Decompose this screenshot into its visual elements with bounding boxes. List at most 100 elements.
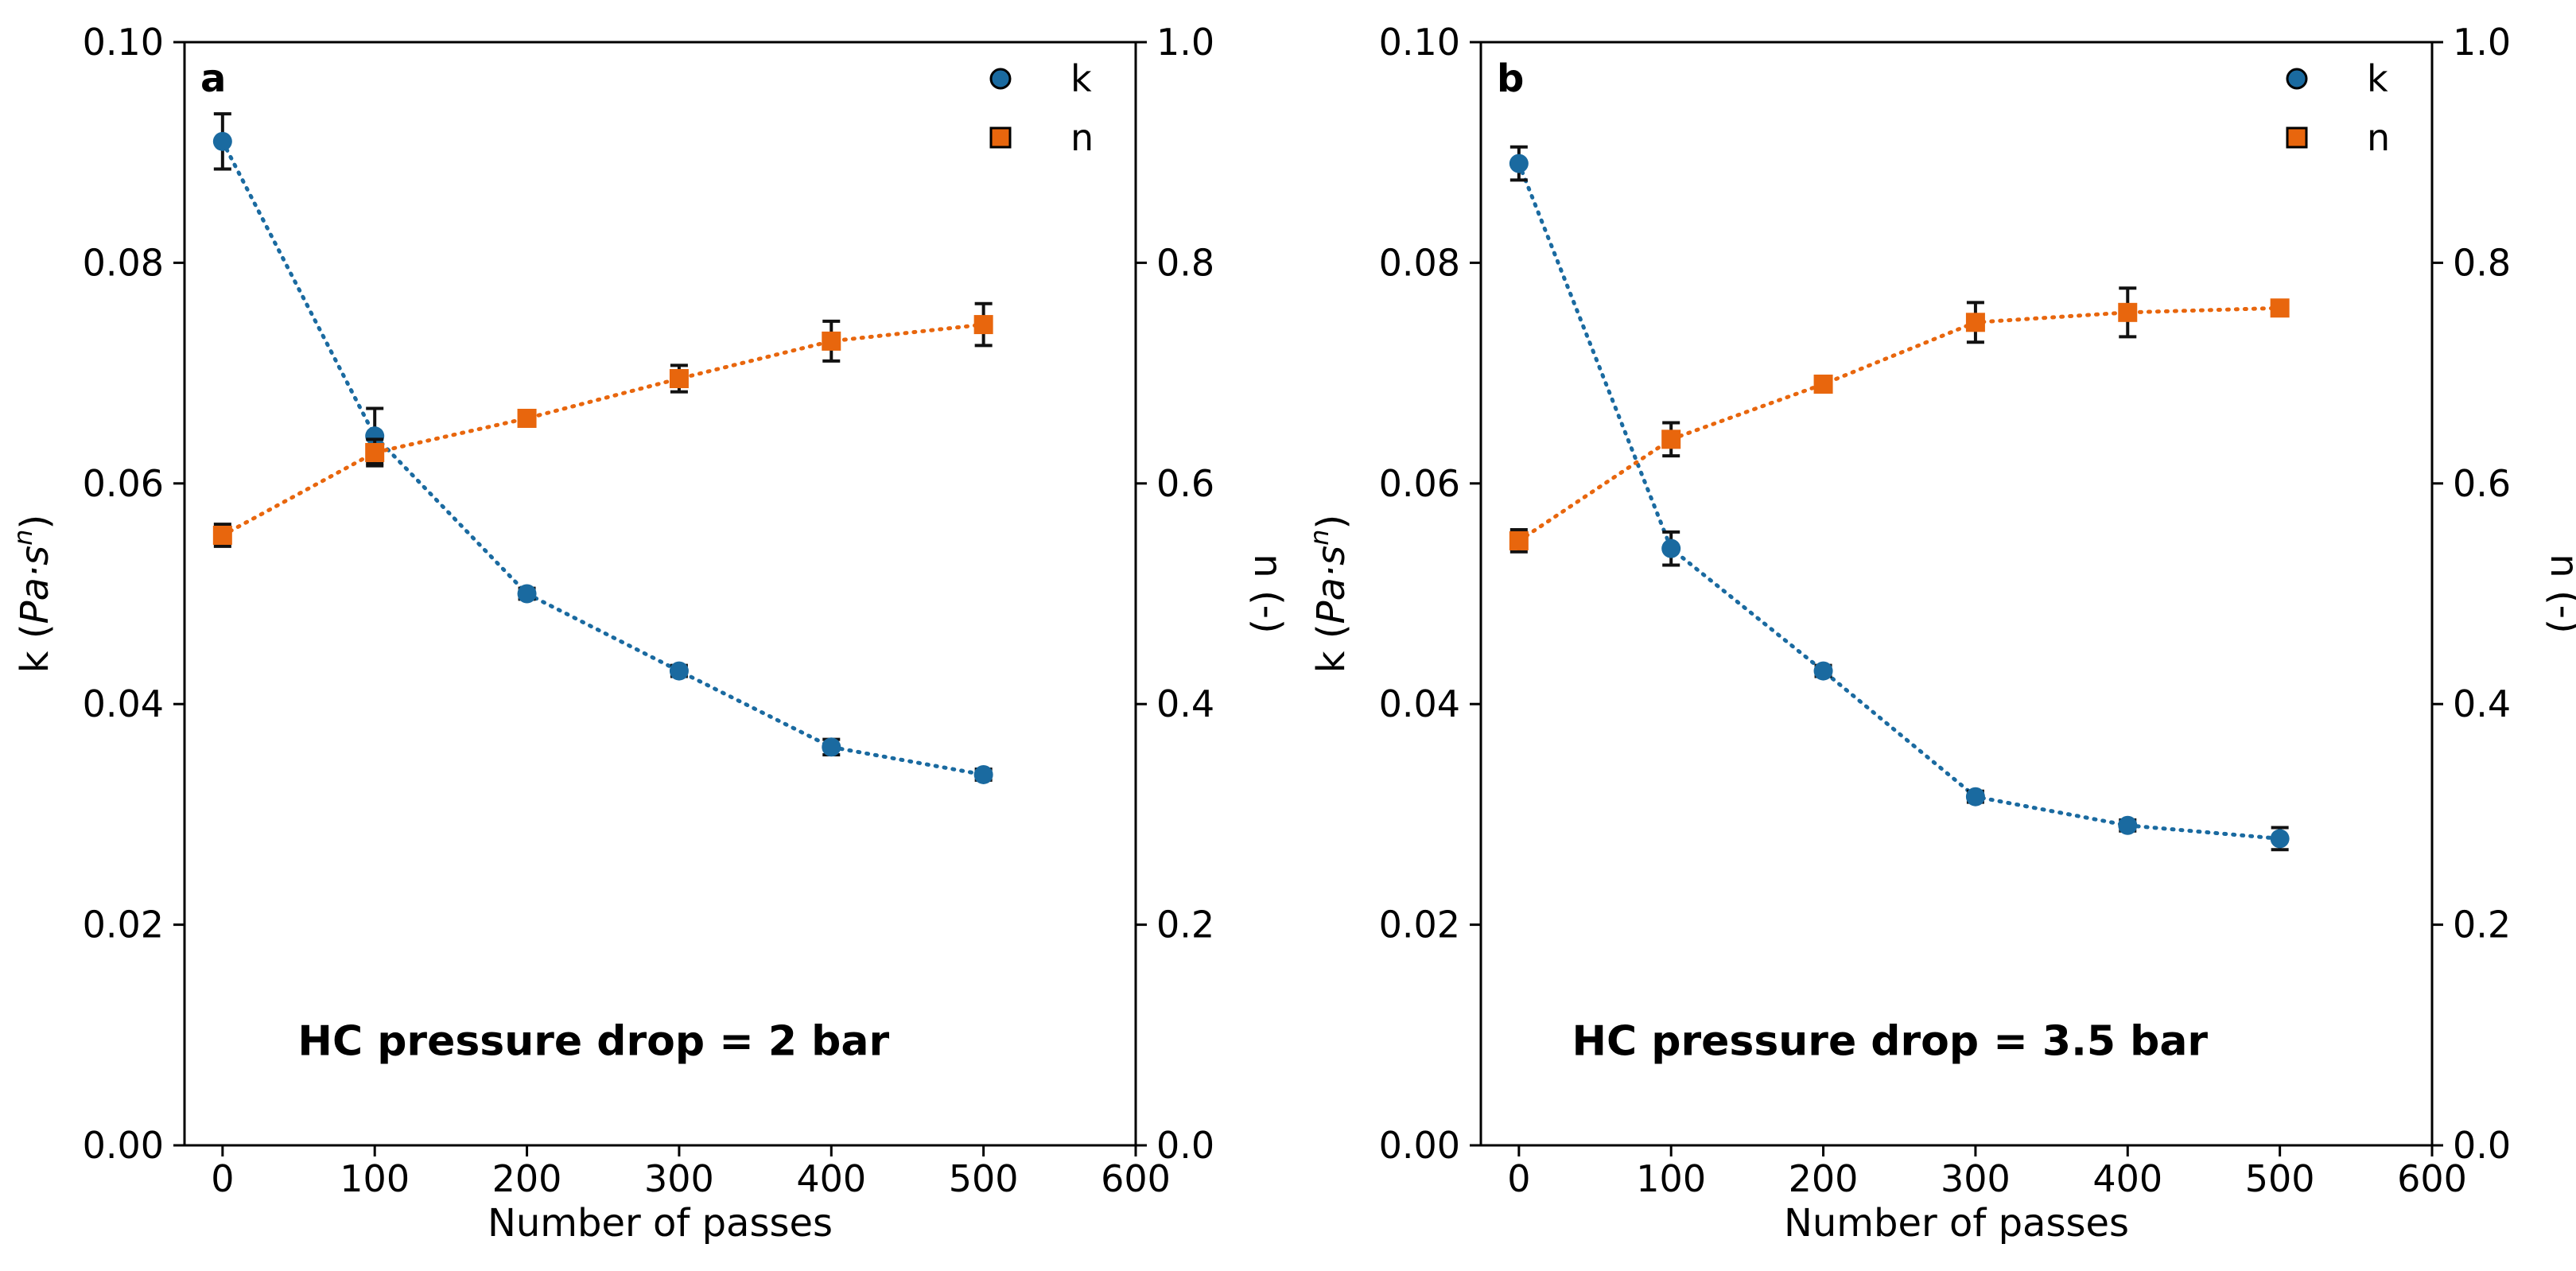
y-right-axis-title: n (-) [1245, 554, 1290, 633]
data-point-k [1509, 154, 1529, 173]
data-point-n [822, 331, 841, 351]
y-left-tick-label: 0.00 [1379, 1124, 1460, 1167]
x-tick-label: 200 [492, 1157, 562, 1200]
legend: kn [2286, 57, 2390, 159]
y-right-tick-label: 1.0 [1156, 21, 1214, 64]
legend-label-n: n [2367, 116, 2390, 159]
y-left-tick-label: 0.10 [83, 21, 164, 64]
data-point-k [1661, 538, 1681, 558]
y-right-tick-label: 0.6 [1156, 462, 1214, 505]
chart-panel-b: 0 100 200 300 400 500 600 0.00 0.02 0.04 0.06 0.08 0… [1304, 21, 2576, 1246]
series-line-n [1517, 305, 2283, 543]
legend: kn [989, 57, 1094, 159]
legend-label-k: k [2367, 57, 2388, 100]
x-tick-label: 100 [1636, 1157, 1706, 1200]
data-point-k [822, 737, 841, 757]
y-left-axis-title-prefix: k ( [13, 624, 57, 673]
y-left-tick-label: 0.06 [1379, 462, 1460, 505]
legend-label-k: k [1070, 57, 1092, 100]
y-left-tick-label: 0.10 [1379, 21, 1460, 64]
y-left-axis-title: k (Pa·sn) [8, 515, 57, 673]
plot-frame [1479, 41, 2434, 1147]
data-point-n [2118, 302, 2138, 322]
panel-label: a [200, 56, 226, 101]
y-right-tick-label: 0.8 [1156, 241, 1214, 284]
x-tick-label: 200 [1789, 1157, 1859, 1200]
data-point-k [669, 661, 689, 681]
y-right-tick-label: 0.6 [2453, 462, 2511, 505]
data-point-n [2270, 298, 2290, 318]
series-k [212, 112, 993, 784]
data-point-k [212, 131, 232, 151]
panel-label: b [1497, 56, 1524, 101]
pressure-annotation: HC pressure drop = 3.5 bar [1572, 1017, 2208, 1065]
data-point-k [1965, 787, 1985, 807]
x-tick-label: 0 [211, 1157, 234, 1200]
data-point-n [1965, 313, 1985, 332]
y-right-axis-title: n (-) [2542, 554, 2576, 633]
y-right-tick-label: 0.8 [2453, 241, 2511, 284]
series-k [1509, 145, 2290, 852]
y-left-axis-title-prefix: k ( [1309, 624, 1354, 673]
data-point-n [1661, 429, 1681, 449]
y-right-tick-label: 0.4 [1156, 682, 1214, 725]
x-axis-title: Number of passes [488, 1201, 833, 1246]
x-tick-label: 0 [1507, 1157, 1530, 1200]
legend-marker-n [2286, 126, 2308, 149]
y-right-tick-label: 0.0 [2453, 1124, 2511, 1167]
x-tick-label: 300 [1941, 1157, 2011, 1200]
pressure-annotation: HC pressure drop = 2 bar [297, 1017, 889, 1065]
x-tick-label: 300 [644, 1157, 714, 1200]
x-tick-label: 400 [2092, 1157, 2162, 1200]
data-point-k [2118, 815, 2138, 835]
series-line-k [1517, 161, 2283, 841]
data-point-n [365, 442, 385, 462]
y-left-tick-label: 0.04 [83, 682, 164, 725]
series-line-k [220, 139, 986, 777]
x-tick-label: 600 [1101, 1157, 1171, 1200]
data-point-n [212, 525, 232, 545]
data-point-n [1813, 374, 1833, 394]
y-left-axis-title-unit: Pa·s [13, 546, 57, 624]
x-tick-label: 100 [340, 1157, 410, 1200]
y-right-tick-label: 0.2 [1156, 904, 1214, 946]
y-left-axis-title-sup: n [8, 530, 38, 546]
y-left-axis-title: k (Pa·sn) [1304, 515, 1354, 673]
series-n [212, 301, 993, 548]
y-left-tick-label: 0.02 [1379, 904, 1460, 946]
y-left-tick-label: 0.00 [83, 1124, 164, 1167]
y-left-tick-label: 0.06 [83, 462, 164, 505]
data-point-k [1813, 661, 1833, 681]
y-left-tick-label: 0.08 [83, 241, 164, 284]
x-tick-label: 500 [2245, 1157, 2315, 1200]
y-left-axis-title-suffix: ) [1309, 515, 1354, 530]
y-left-axis-title-unit: Pa·s [1309, 546, 1354, 624]
chart-panel-a: 0 100 200 300 400 500 600 0.00 0.02 0.04 0.06 0.08 0… [8, 21, 1290, 1246]
legend-label-n: n [1070, 116, 1094, 159]
x-tick-label: 600 [2397, 1157, 2467, 1200]
legend-marker-k [989, 68, 1012, 90]
y-right-tick-label: 0.4 [2453, 682, 2511, 725]
data-point-n [517, 408, 537, 428]
y-right-tick-label: 0.0 [1156, 1124, 1214, 1167]
data-point-k [517, 584, 537, 604]
legend-marker-n [989, 126, 1012, 149]
data-point-k [973, 764, 993, 784]
data-point-n [1509, 531, 1529, 550]
y-left-tick-label: 0.08 [1379, 241, 1460, 284]
x-tick-label: 500 [949, 1157, 1019, 1200]
data-point-n [973, 315, 993, 335]
y-left-axis-title-suffix: ) [13, 515, 57, 530]
series-line-n [220, 322, 986, 538]
x-axis-title: Number of passes [1784, 1201, 2129, 1246]
y-right-tick-label: 0.2 [2453, 904, 2511, 946]
plot-frame [183, 41, 1137, 1147]
data-point-n [669, 369, 689, 389]
y-left-tick-label: 0.04 [1379, 682, 1460, 725]
legend-marker-k [2286, 68, 2308, 90]
series-n [1509, 286, 2290, 554]
y-left-axis-title-sup: n [1304, 530, 1335, 546]
y-right-tick-label: 1.0 [2453, 21, 2511, 64]
y-left-tick-label: 0.02 [83, 904, 164, 946]
